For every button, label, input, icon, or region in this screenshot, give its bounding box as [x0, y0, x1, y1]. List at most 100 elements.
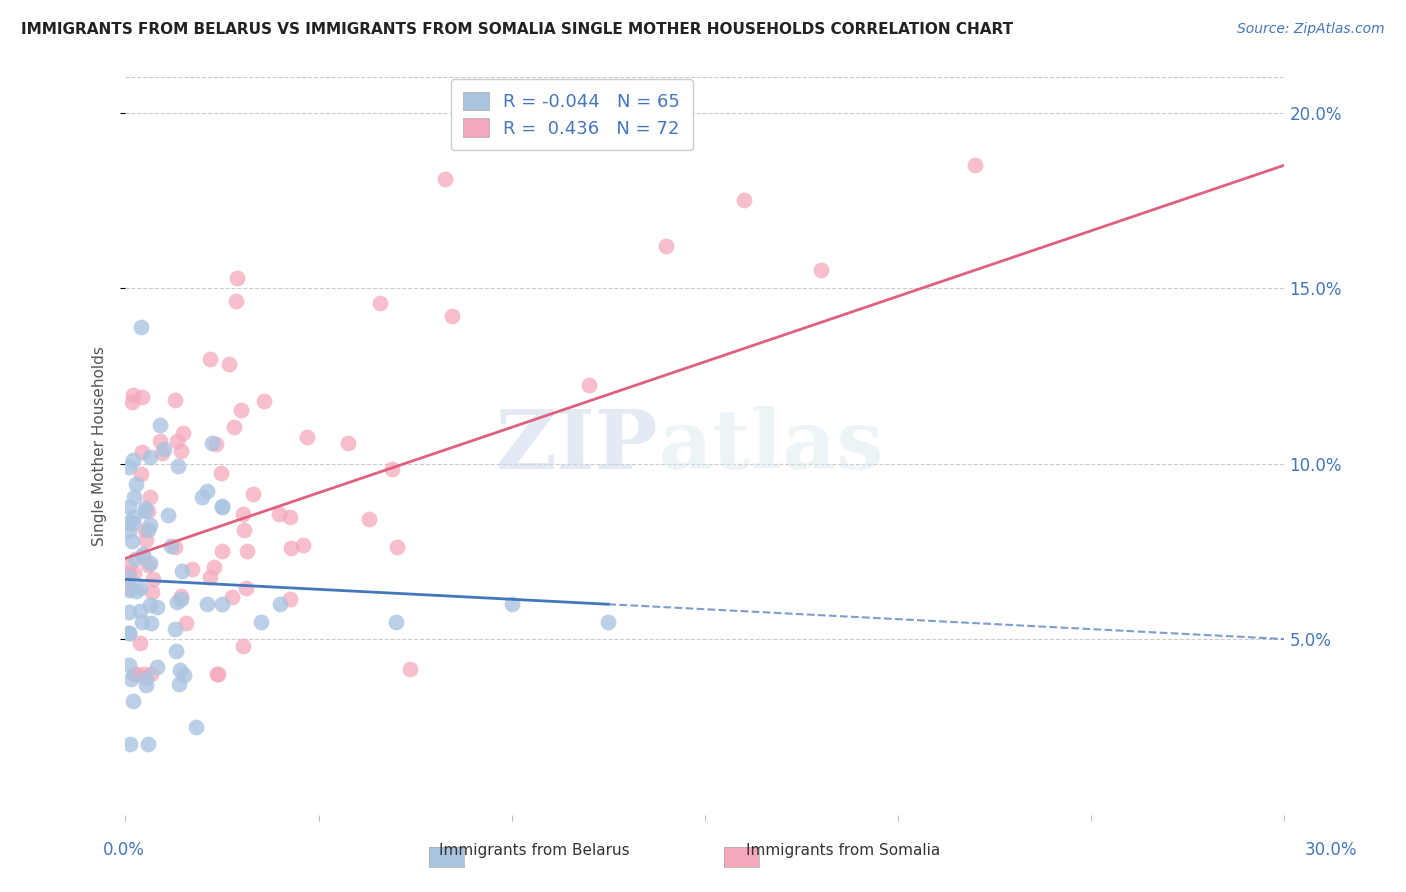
Point — [357, 512, 380, 526]
Point — [118, 569, 141, 583]
Point — [118, 581, 141, 595]
Point — [170, 564, 193, 578]
Point — [138, 450, 160, 464]
Point — [166, 434, 188, 448]
Point — [226, 271, 249, 285]
Point — [118, 500, 141, 515]
Point — [190, 491, 212, 505]
Point — [385, 615, 408, 629]
Point — [120, 672, 142, 686]
Point — [205, 437, 228, 451]
Point — [172, 425, 194, 440]
Point — [170, 590, 193, 604]
Point — [201, 436, 224, 450]
Point — [165, 622, 187, 636]
Point — [138, 737, 160, 751]
Point — [232, 639, 254, 653]
Point — [121, 694, 143, 708]
Point — [181, 562, 204, 576]
Point — [146, 599, 169, 614]
Point — [118, 657, 141, 672]
Point — [733, 194, 755, 208]
Point — [131, 615, 153, 629]
Point — [135, 533, 157, 548]
Point — [169, 664, 191, 678]
Point — [122, 566, 145, 580]
Point — [134, 523, 156, 537]
Point — [118, 460, 141, 475]
Text: 0.0%: 0.0% — [103, 841, 145, 859]
Point — [169, 677, 191, 691]
Point — [135, 677, 157, 691]
Point — [232, 508, 254, 522]
Point — [387, 540, 409, 554]
Point — [118, 605, 141, 619]
Point — [156, 508, 179, 523]
Point — [267, 507, 290, 521]
Point — [381, 462, 404, 476]
Point — [235, 581, 257, 595]
Point — [598, 615, 620, 629]
Point — [134, 504, 156, 518]
Point — [149, 434, 172, 448]
Point — [221, 590, 243, 604]
Point — [249, 615, 271, 629]
Point — [131, 444, 153, 458]
Point — [121, 534, 143, 549]
Point — [292, 538, 315, 552]
Point — [142, 572, 165, 586]
Point — [205, 667, 228, 681]
Point — [209, 466, 232, 480]
Point — [441, 310, 464, 324]
Point — [124, 552, 146, 566]
Point — [136, 558, 159, 573]
Point — [122, 452, 145, 467]
Point — [124, 490, 146, 504]
Point — [118, 582, 141, 597]
Point — [129, 467, 152, 481]
Point — [120, 737, 142, 751]
Point — [149, 417, 172, 432]
Point — [118, 524, 141, 538]
Point — [159, 539, 181, 553]
Point — [132, 547, 155, 561]
Point — [198, 352, 221, 367]
Point — [195, 483, 218, 498]
Text: atlas: atlas — [658, 406, 883, 486]
Point — [118, 566, 141, 581]
Point — [152, 446, 174, 460]
Point — [170, 444, 193, 458]
Point — [233, 523, 256, 537]
Point — [280, 541, 302, 555]
Point — [138, 523, 160, 537]
Point — [173, 667, 195, 681]
Legend: R = -0.044   N = 65, R =  0.436   N = 72: R = -0.044 N = 65, R = 0.436 N = 72 — [451, 79, 693, 150]
Point — [810, 263, 832, 277]
Point — [163, 540, 186, 554]
Point — [218, 357, 240, 371]
Text: Immigrants from Somalia: Immigrants from Somalia — [747, 843, 941, 858]
Point — [198, 570, 221, 584]
Point — [202, 560, 225, 574]
Point — [211, 597, 233, 611]
Point — [166, 594, 188, 608]
Point — [129, 320, 152, 334]
Point — [153, 442, 176, 456]
Point — [122, 667, 145, 681]
Point — [501, 597, 523, 611]
Point — [655, 239, 678, 253]
Point — [141, 585, 163, 599]
Point — [135, 671, 157, 685]
Point — [278, 509, 301, 524]
Point — [118, 626, 141, 640]
Point — [132, 667, 155, 681]
Point — [399, 662, 422, 676]
Point — [336, 436, 359, 450]
Point — [965, 158, 987, 172]
Point — [211, 499, 233, 513]
Point — [121, 395, 143, 409]
Point — [122, 388, 145, 402]
Point — [127, 667, 149, 681]
Point — [231, 403, 253, 417]
Point — [269, 597, 291, 611]
